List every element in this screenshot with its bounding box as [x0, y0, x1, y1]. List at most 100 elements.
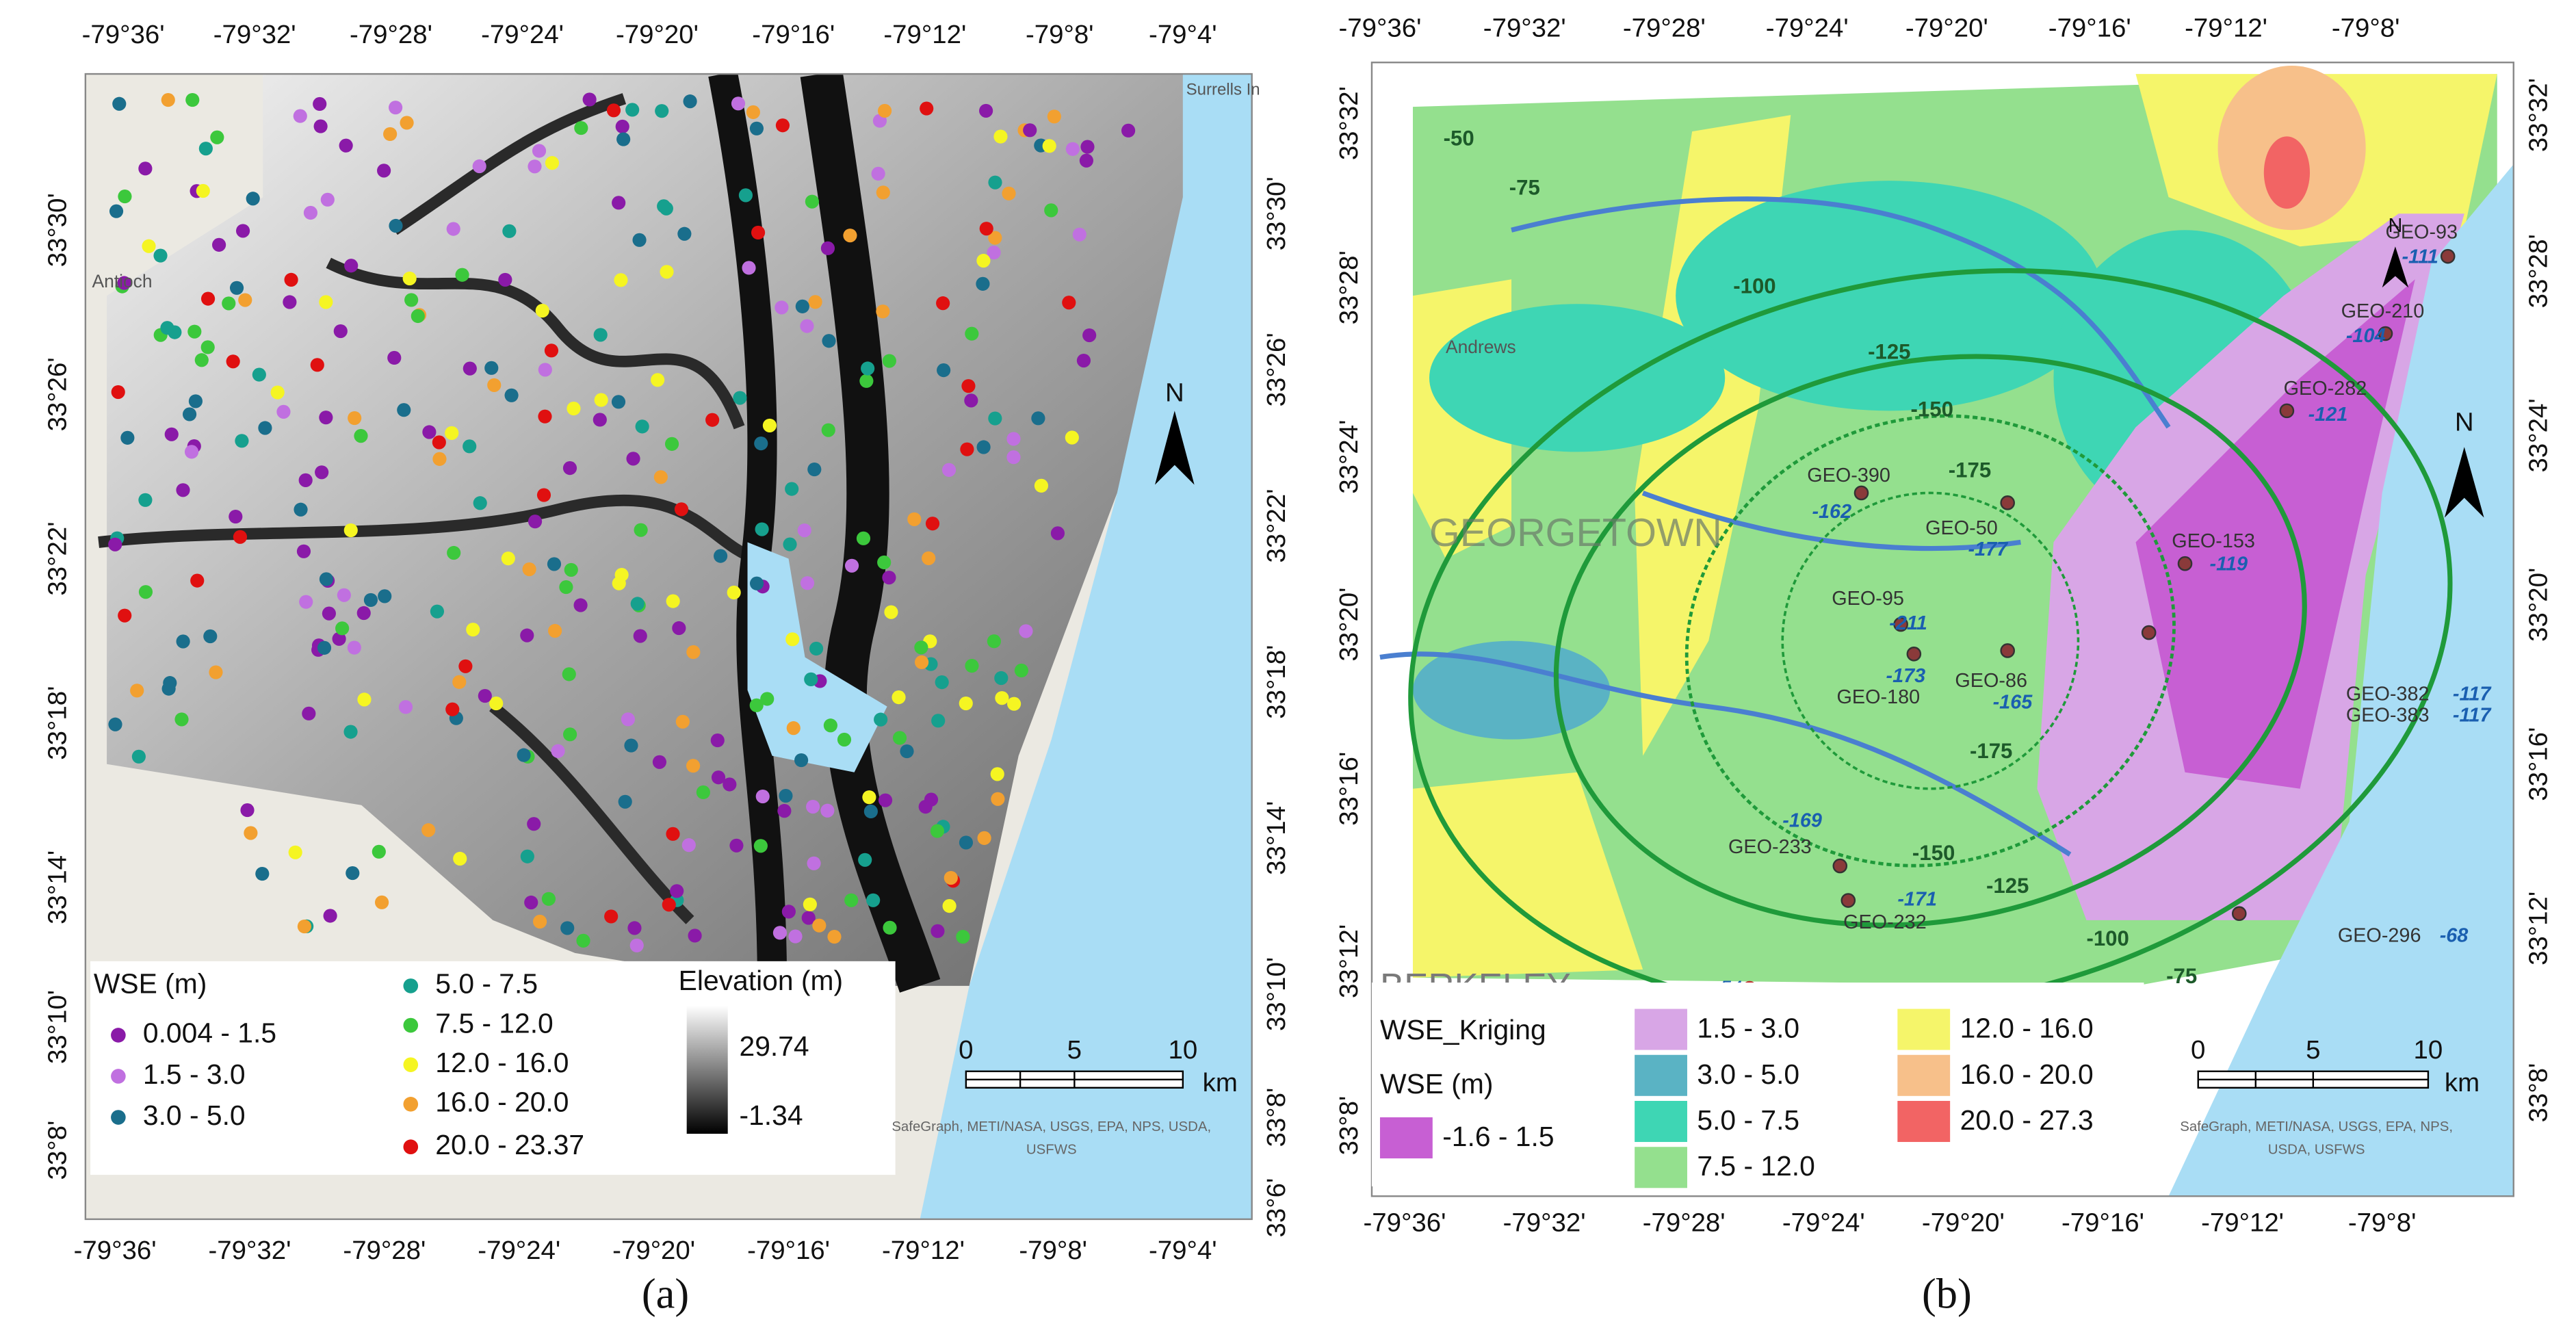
wse-point: [924, 792, 939, 807]
lon-label: -79°8': [2348, 1208, 2417, 1237]
lat-label: 33°12': [2523, 892, 2553, 965]
legend-label: 12.0 - 16.0: [1960, 1013, 2094, 1044]
wse-point: [387, 350, 402, 365]
wse-point: [988, 231, 1002, 245]
wse-point: [785, 482, 799, 496]
wse-point: [377, 164, 391, 178]
legend-symbol: [403, 1057, 419, 1072]
wse-point: [174, 712, 189, 727]
wse-point: [463, 361, 477, 376]
north-label: N: [2388, 215, 2402, 237]
wse-point: [1042, 139, 1056, 153]
wse-point: [821, 423, 835, 437]
lat-label: 33°30': [43, 193, 73, 267]
wse-point: [1076, 353, 1091, 368]
lon-label: -79°28': [343, 1236, 426, 1265]
wse-point: [775, 300, 789, 315]
wse-point: [781, 905, 796, 919]
wse-point: [629, 938, 644, 952]
wse-point: [573, 598, 588, 612]
legend-label: 5.0 - 7.5: [1697, 1104, 1799, 1136]
contour-label: -100: [1733, 274, 1775, 298]
lon-label: -79°32': [213, 20, 296, 49]
wse-point: [233, 530, 248, 544]
wse-point: [1050, 526, 1065, 541]
wse-point: [335, 621, 350, 636]
frame: [84, 73, 1253, 1221]
wse-point: [445, 426, 459, 440]
marsh: [800, 74, 941, 993]
legend-swatch: [1897, 1009, 1951, 1050]
wse-point: [564, 562, 578, 577]
kriging-zone: [2263, 136, 2311, 209]
legend-swatch: [1635, 1147, 1687, 1188]
lat-label: 33°8': [2523, 1063, 2553, 1123]
wse-point: [749, 576, 764, 590]
wse-point: [320, 192, 335, 207]
wse-point: [844, 558, 859, 573]
wse-point: [130, 684, 144, 698]
scale-label: 5: [1067, 1035, 1082, 1065]
wse-point: [284, 272, 298, 287]
wse-point: [688, 928, 702, 943]
wse-point: [302, 706, 316, 720]
wse-point: [455, 268, 469, 282]
wse-point: [522, 562, 536, 577]
wse-point: [662, 898, 676, 912]
wse-point: [348, 411, 362, 426]
well: [2000, 643, 2016, 658]
kriging-zone: [1676, 181, 2103, 411]
legend-label: 1.5 - 3.0: [143, 1058, 246, 1090]
wse-point: [161, 92, 175, 107]
wse-point: [977, 831, 991, 845]
wse-point: [313, 96, 327, 112]
wse-point: [120, 430, 135, 445]
wse-point: [652, 755, 667, 769]
wse-point: [198, 142, 213, 156]
wse-point: [653, 470, 668, 484]
attribution: USFWS: [1026, 1142, 1077, 1157]
lat-label: 33°28': [2523, 234, 2553, 308]
legend-label: 0.004 - 1.5: [143, 1017, 276, 1049]
wse-point: [164, 427, 179, 441]
wse-point: [293, 109, 307, 123]
wse-point: [738, 188, 753, 203]
wse-point: [657, 199, 671, 213]
wse-point: [820, 803, 835, 818]
wse-point: [576, 933, 590, 948]
wse-point: [1006, 450, 1021, 465]
wse-point: [226, 354, 240, 369]
lat-label: 33°32': [2523, 78, 2553, 152]
wse-point: [196, 183, 210, 198]
contour-label: -75: [2166, 964, 2197, 988]
wse-point: [606, 103, 621, 118]
wse-point: [567, 401, 581, 416]
wse-point: [876, 185, 890, 200]
wse-point: [710, 733, 725, 748]
well-name: GEO-86: [1955, 670, 2027, 692]
wse-point: [937, 363, 951, 378]
wse-point: [882, 571, 896, 585]
contour-label: -75: [1509, 175, 1540, 199]
wse-point: [229, 509, 243, 524]
wse-point: [398, 700, 413, 714]
lat-label: 33°18': [43, 686, 73, 760]
attribution: SafeGraph, METI/NASA, USGS, EPA, NPS,: [2180, 1119, 2453, 1134]
wse-point: [666, 827, 680, 841]
well-value: -117: [2453, 705, 2492, 727]
wse-point: [538, 363, 552, 377]
wse-point: [332, 632, 346, 646]
lat-label: 33°26': [43, 357, 73, 431]
wse-point: [562, 667, 576, 681]
wse-point: [200, 291, 216, 306]
wse-point: [961, 379, 976, 393]
legend-label: 16.0 - 20.0: [435, 1087, 569, 1118]
well-name: GEO-383: [2346, 705, 2430, 727]
wse-point: [762, 418, 777, 432]
wse-point: [545, 156, 560, 170]
wse-point: [347, 640, 361, 655]
lon-label: -79°4': [1149, 1236, 1217, 1265]
wse-point: [297, 919, 311, 934]
wse-point: [775, 118, 790, 133]
legend-swatch: [1635, 1009, 1687, 1050]
